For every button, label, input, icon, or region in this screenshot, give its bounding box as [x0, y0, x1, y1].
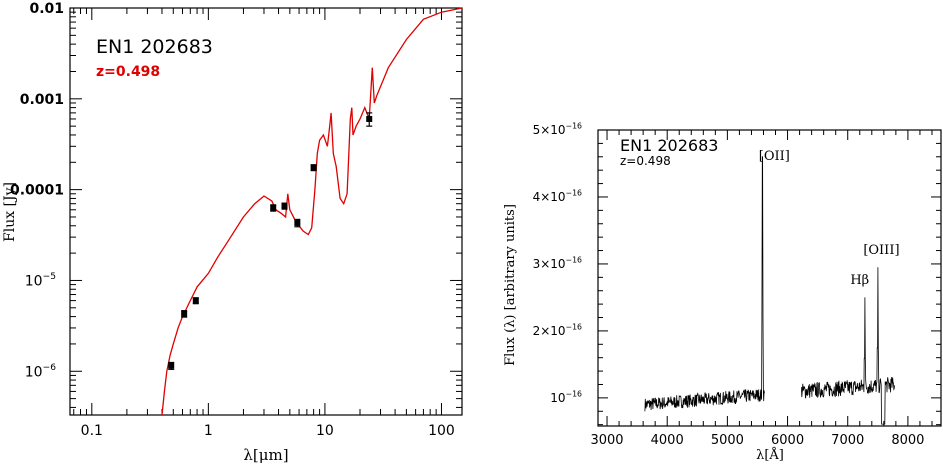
spectrum-line-labels: [OII] Hβ [OIII]: [759, 149, 900, 288]
spectrum-y-tick-label: 2×10−16: [533, 323, 582, 338]
spectrum-title: EN1 202683: [620, 136, 718, 155]
sed-x-tick-label: 10: [316, 423, 334, 439]
spectrum-axis-ticks: [598, 129, 941, 426]
spectrum-line-label: [OII]: [759, 149, 790, 164]
spectrum-x-tick-label: 5000: [711, 433, 744, 448]
sed-photometry-point: [192, 297, 199, 305]
spectrum-x-tick-label: 7000: [831, 433, 864, 448]
spectrum-x-label: λ[Å]: [756, 447, 784, 463]
spectrum-x-tick-label: 3000: [590, 433, 623, 448]
sed-y-tick-label: 0.01: [29, 1, 64, 17]
sed-x-tick-label: 0.1: [81, 423, 103, 439]
spectrum-x-tick-label: 4000: [651, 433, 684, 448]
spectrum-tick-labels: 3000 4000 5000 6000 7000 8000 10−16 2×10−16 3×10…: [533, 122, 925, 448]
sed-photometry-point: [294, 218, 301, 228]
sed-tick-labels: 0.1 1 10 100 10−6 10−5 0.0001 0.001 0.01: [10, 1, 455, 439]
spectrum-y-tick-label: 4×10−16: [533, 189, 582, 204]
sed-x-tick-label: 1: [204, 423, 213, 439]
spectrum-line-label: Hβ: [850, 273, 869, 288]
sed-photometry-point: [181, 310, 188, 318]
sed-photometry-point: [168, 361, 175, 370]
spectrum-x-tick-label: 6000: [771, 433, 804, 448]
sed-photometry-point: [366, 112, 373, 127]
sed-y-tick-label: 10−6: [25, 363, 56, 380]
sed-photometry-point: [270, 204, 277, 212]
sed-photometry-point: [310, 164, 317, 172]
spectrum-y-tick-label: 10−16: [550, 389, 582, 404]
sed-x-label: λ[μm]: [243, 446, 288, 464]
spectrum-x-tick-label: 8000: [891, 433, 924, 448]
sed-panel: 0.1 1 10 100 10−6 10−5 0.0001 0.001 0.01 EN1 202…: [2, 1, 463, 464]
sed-redshift: z=0.498: [96, 64, 160, 80]
spectrum-redshift: z=0.498: [620, 154, 671, 168]
sed-photometry-points: [168, 112, 373, 370]
spectrum-panel: 3000 4000 5000 6000 7000 8000 10−16 2×10−16 3×10…: [503, 122, 942, 463]
spectrum-plot-frame: [597, 129, 942, 427]
sed-y-label: Flux [Jy]: [2, 182, 18, 242]
sed-x-tick-label: 100: [428, 423, 455, 439]
spectrum-y-label: Flux (λ) [arbitrary units]: [503, 204, 518, 366]
spectrum-y-tick-label: 5×10−16: [533, 122, 582, 137]
spectrum-line-label: [OIII]: [863, 243, 899, 258]
spectrum-curve: [644, 156, 895, 425]
sed-photometry-point: [281, 202, 288, 210]
sed-title: EN1 202683: [96, 36, 213, 58]
sed-model-curve: [161, 7, 463, 416]
sed-y-tick-label: 0.001: [20, 92, 64, 108]
sed-y-tick-label: 10−5: [25, 272, 56, 289]
spectrum-y-tick-label: 3×10−16: [533, 256, 582, 271]
sed-plot-frame: [69, 7, 463, 416]
sed-y-tick-label: 0.0001: [10, 183, 64, 199]
